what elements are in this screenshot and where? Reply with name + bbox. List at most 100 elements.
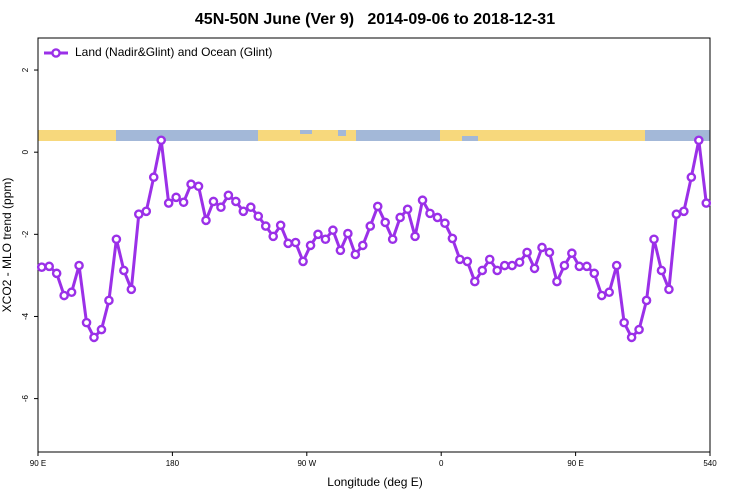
x-tick-label: 90 E — [567, 459, 583, 468]
data-point — [582, 261, 592, 272]
data-point — [514, 257, 525, 268]
data-point — [649, 234, 659, 245]
data-point — [223, 190, 234, 201]
data-point — [686, 172, 697, 183]
data-point — [552, 276, 562, 287]
data-point — [641, 295, 652, 306]
data-point — [574, 261, 585, 272]
data-point — [469, 276, 480, 287]
data-point — [51, 268, 62, 279]
data-point — [357, 240, 368, 251]
data-point — [81, 317, 92, 328]
y-axis-label: XCO2 - MLO trend (ppm) — [0, 178, 14, 313]
ocean-band — [38, 130, 710, 141]
data-point — [245, 202, 256, 213]
data-point — [410, 231, 420, 242]
data-point — [611, 260, 622, 271]
data-point — [455, 254, 465, 265]
data-point — [626, 332, 637, 343]
x-axis-label: Longitude (deg E) — [327, 475, 422, 489]
land-band — [258, 130, 356, 141]
data-point — [537, 242, 547, 253]
data-point — [559, 260, 570, 271]
data-point — [66, 287, 77, 298]
data-line — [41, 139, 708, 340]
data-point — [701, 198, 712, 208]
land-band — [440, 130, 645, 141]
y-tick-label: -4 — [21, 312, 30, 320]
chart-title: 45N-50N June (Ver 9) 2014-09-06 to 2018-… — [195, 11, 555, 28]
data-point — [44, 261, 55, 272]
data-point — [417, 195, 428, 206]
data-point — [89, 332, 99, 343]
data-point — [74, 260, 84, 271]
x-tick-label: 90 W — [297, 459, 316, 468]
data-point — [432, 212, 443, 223]
data-point — [268, 231, 279, 242]
data-point — [290, 237, 301, 248]
data-point — [634, 324, 644, 335]
data-point — [387, 234, 398, 245]
data-point — [186, 179, 196, 190]
x-tick-label: 0 — [439, 459, 444, 468]
lake-band — [300, 130, 312, 134]
data-point — [529, 263, 540, 274]
data-point — [59, 290, 69, 301]
data-point — [507, 260, 517, 271]
data-point — [567, 248, 577, 259]
data-point — [350, 249, 361, 260]
data-point — [141, 206, 152, 217]
data-point — [313, 229, 323, 240]
legend-marker — [51, 48, 61, 58]
data-point — [238, 206, 249, 217]
data-point — [484, 254, 495, 265]
data-point — [447, 233, 458, 244]
y-tick-label: 2 — [21, 67, 30, 72]
data-point — [148, 172, 159, 183]
y-tick-label: -6 — [21, 395, 30, 403]
plot-frame — [37, 37, 711, 453]
data-point — [425, 208, 435, 219]
data-point — [596, 290, 607, 301]
lake-band — [338, 130, 346, 136]
sea-band — [462, 136, 478, 141]
data-point — [656, 265, 667, 276]
data-point — [343, 228, 353, 239]
data-point — [365, 221, 376, 231]
data-point — [462, 256, 473, 267]
data-point — [171, 192, 181, 203]
data-point — [275, 220, 286, 231]
data-point — [372, 201, 383, 212]
data-point — [589, 268, 600, 279]
data-point — [395, 212, 405, 223]
data-point — [522, 247, 532, 258]
data-point — [36, 262, 47, 272]
data-point — [298, 256, 308, 267]
data-point — [104, 295, 114, 306]
data-point — [283, 238, 293, 249]
data-point — [126, 284, 137, 295]
data-point — [193, 181, 204, 192]
data-point — [619, 317, 629, 328]
data-point — [305, 240, 316, 251]
data-point — [201, 215, 211, 226]
data-point — [477, 265, 488, 276]
data-point — [156, 135, 166, 146]
data-point — [679, 206, 689, 217]
x-tick-label: 180 — [166, 459, 180, 468]
data-point — [671, 209, 682, 219]
data-point — [260, 221, 271, 231]
legend-label: Land (Nadir&Glint) and Ocean (Glint) — [75, 45, 272, 59]
data-point — [320, 234, 331, 245]
x-tick-label: 90 E — [30, 459, 46, 468]
data-point — [216, 202, 226, 213]
y-tick-label: 0 — [21, 149, 30, 154]
data-point — [664, 284, 674, 295]
data-point — [440, 218, 450, 229]
data-point — [163, 198, 174, 208]
data-point — [544, 247, 555, 258]
data-point — [604, 287, 615, 298]
data-point — [133, 209, 144, 219]
data-point — [328, 225, 338, 236]
